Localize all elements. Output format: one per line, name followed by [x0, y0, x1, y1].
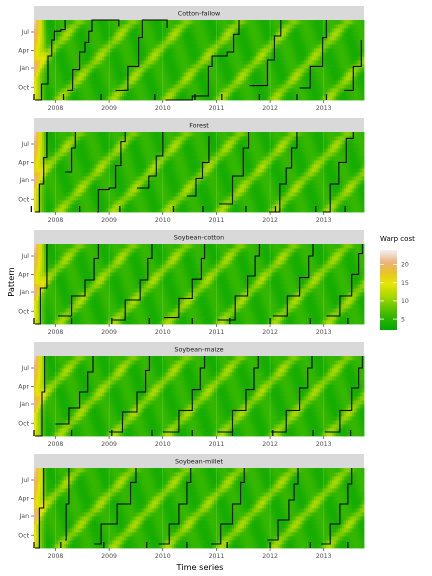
y-tick-label: Jul: [21, 29, 30, 36]
facet-panels: Cotton-fallow Jul Apr Jan Oct 2008 2009 2010 201…: [18, 6, 364, 560]
heatmap-cell: [362, 20, 364, 24]
heatmap-cell: [362, 68, 364, 72]
heatmap-cell: [362, 96, 364, 100]
heatmap-cell: [362, 32, 364, 36]
facet-panel: Cotton-fallow Jul Apr Jan Oct 2008 2009 2010 201…: [18, 6, 364, 112]
y-tick-label: Jan: [18, 65, 29, 72]
heatmap-cells: [34, 20, 364, 100]
heatmap-cells: [34, 132, 364, 212]
heatmap-cell: [362, 64, 364, 68]
heatmap-cell: [362, 44, 364, 48]
heatmap-cell: [362, 28, 364, 32]
x-tick-label: 2013: [316, 105, 332, 112]
heatmap-cell: [362, 40, 364, 44]
heatmap-cell: [362, 80, 364, 84]
y-tick-label: Apr: [18, 48, 29, 55]
heatmap-cell: [362, 92, 364, 96]
heatmap-cell: [362, 56, 364, 60]
facet-label: Forest: [189, 122, 209, 130]
heatmap-cell: [362, 76, 364, 80]
heatmap-cell: [362, 72, 364, 76]
heatmap-cell: [362, 60, 364, 64]
x-tick-label: 2011: [209, 105, 225, 112]
x-tick-label: 2009: [101, 105, 117, 112]
y-tick-label: Oct: [18, 84, 29, 91]
heatmap-cell: [362, 48, 364, 52]
heatmap-cell: [362, 52, 364, 56]
facet-label: Cotton-fallow: [178, 10, 221, 18]
heatmap-cell: [362, 88, 364, 92]
heatmap-cell: [362, 84, 364, 88]
x-tick-label: 2010: [155, 105, 171, 112]
heatmap-cell: [362, 36, 364, 40]
heatmap-cell: [362, 24, 364, 28]
x-tick-label: 2008: [48, 105, 64, 112]
x-tick-label: 2012: [262, 105, 278, 112]
